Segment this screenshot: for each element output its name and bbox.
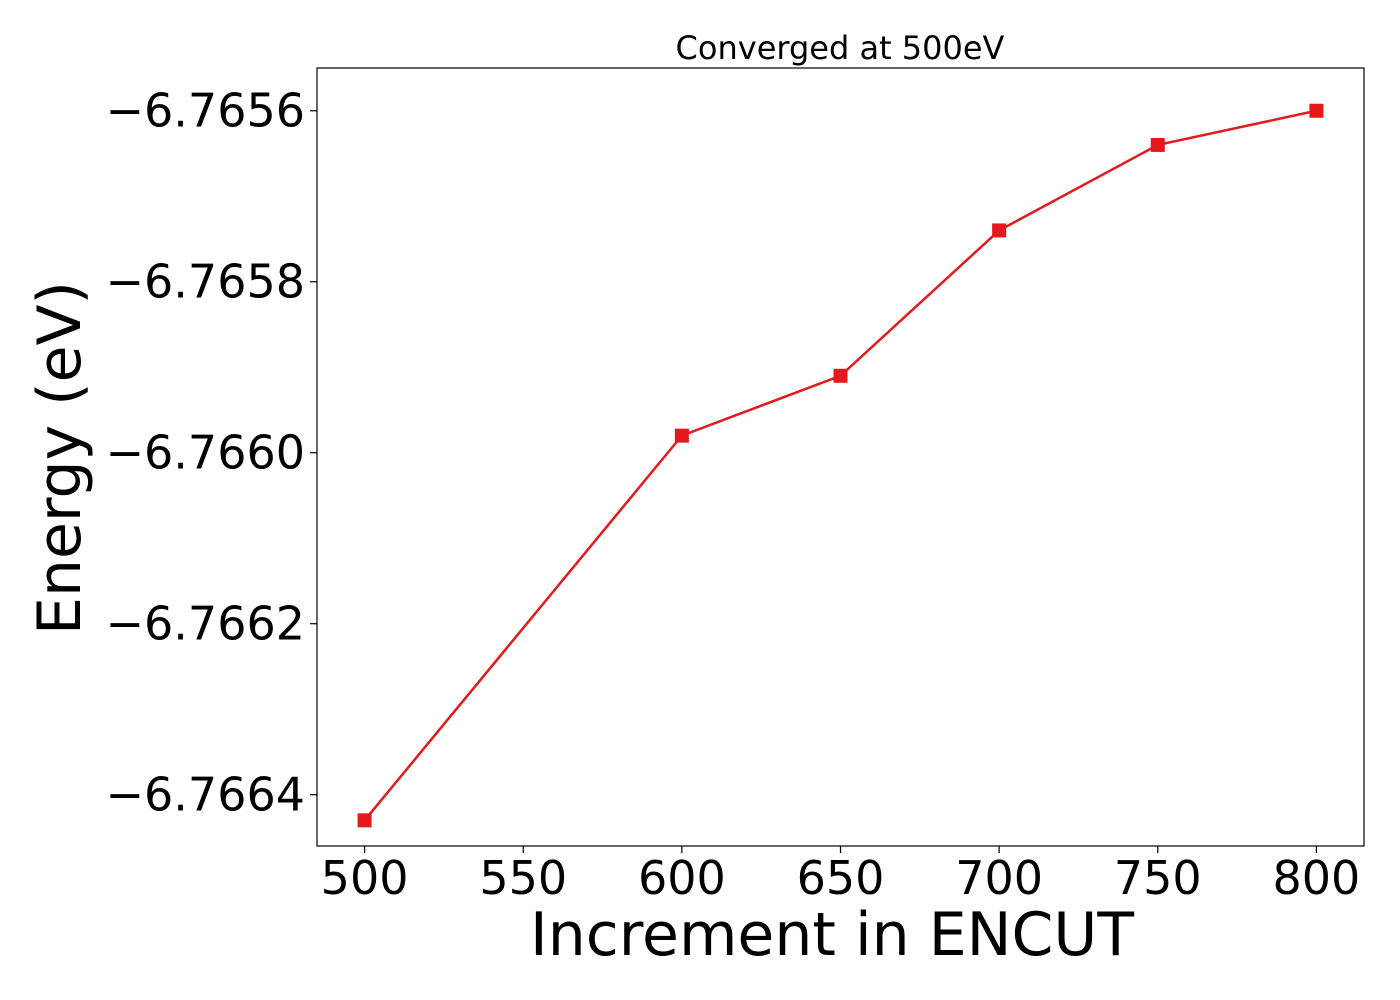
- x-axis-ticks: 500 550 600 650 700 750 800: [321, 846, 1361, 905]
- x-tick-label: 800: [1273, 851, 1361, 905]
- data-point-marker: [992, 223, 1007, 238]
- x-axis-label: Increment in ENCUT: [530, 900, 1134, 970]
- series-layer: [357, 103, 1324, 828]
- y-tick-label: −6.7662: [106, 597, 306, 651]
- y-tick-label: −6.7660: [106, 426, 306, 480]
- series-line: [363, 109, 1317, 822]
- y-tick-label: −6.7656: [106, 84, 306, 138]
- x-tick-label: 750: [1114, 851, 1202, 905]
- data-point-marker: [674, 428, 689, 443]
- x-tick-label: 500: [321, 851, 409, 905]
- y-axis-ticks: −6.7664 −6.7662 −6.7660 −6.7658 −6.7656: [106, 84, 317, 822]
- y-tick-label: −6.7664: [106, 768, 306, 822]
- y-tick-label: −6.7658: [106, 255, 306, 309]
- data-point-marker: [357, 813, 372, 828]
- plot-frame: [316, 67, 1365, 847]
- data-point-marker: [1309, 103, 1324, 118]
- y-axis-label: Energy (eV): [25, 281, 95, 635]
- x-tick-label: 700: [955, 851, 1043, 905]
- x-tick-label: 650: [797, 851, 885, 905]
- x-tick-label: 550: [479, 851, 567, 905]
- x-tick-label: 600: [638, 851, 726, 905]
- data-point-marker: [1150, 137, 1165, 152]
- chart-title: Converged at 500eV: [676, 29, 1005, 67]
- data-point-marker: [833, 368, 848, 383]
